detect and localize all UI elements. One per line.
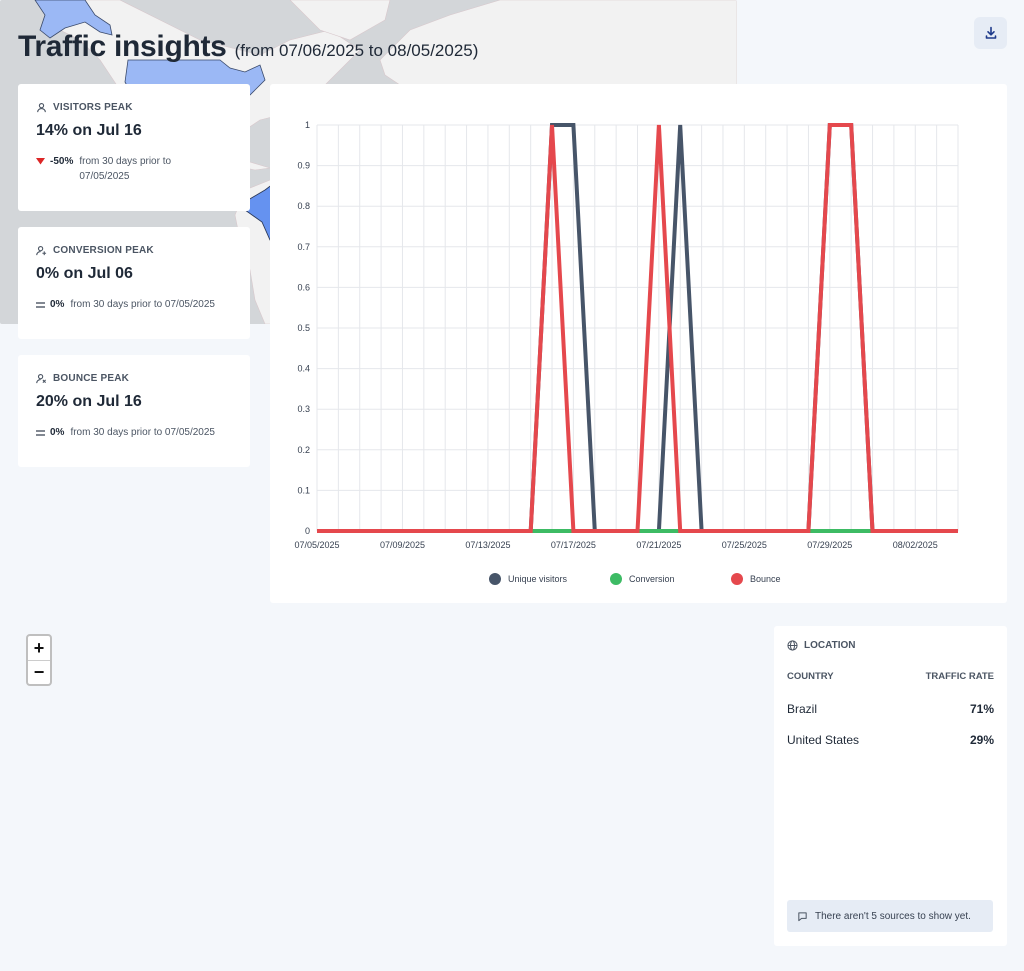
table-row: Brazil 71% <box>787 702 994 716</box>
location-card: LOCATION COUNTRY TRAFFIC RATE Brazil 71%… <box>774 626 1007 946</box>
x-tick-label: 08/02/2025 <box>893 540 938 550</box>
sources-note: There aren't 5 sources to show yet. <box>787 900 993 932</box>
legend-marker <box>731 573 743 585</box>
bounce-peak-card: BOUNCE PEAK 20% on Jul 16 0% from 30 day… <box>18 355 250 467</box>
location-title: LOCATION <box>804 640 856 651</box>
page-title: Traffic insights <box>18 30 227 63</box>
delta-text: from 30 days prior to 07/05/2025 <box>70 299 215 310</box>
stat-value: 0% on Jul 06 <box>36 265 133 282</box>
location-table-header: COUNTRY TRAFFIC RATE <box>787 671 994 682</box>
x-tick-label: 07/25/2025 <box>722 540 767 550</box>
y-tick-label: 0.5 <box>297 323 310 333</box>
country-name: United States <box>787 733 860 747</box>
stat-label: VISITORS PEAK <box>53 102 133 113</box>
y-tick-label: 0 <box>305 526 310 536</box>
stat-label: BOUNCE PEAK <box>53 373 130 384</box>
traffic-line-chart: 0 0.1 0.2 0.3 0.4 0.5 0.6 0.7 0.8 0.9 1 07/05/2025 0… <box>294 120 959 585</box>
y-tick-label: 0.9 <box>297 161 310 171</box>
table-row: United States 29% <box>787 733 994 747</box>
stat-delta: -50% from 30 days prior to 07/05/2025 <box>36 154 232 184</box>
land-greenland <box>289 0 391 41</box>
stat-delta: 0% from 30 days prior to 07/05/2025 <box>36 425 232 440</box>
delta-value: -50% <box>50 156 74 167</box>
y-tick-label: 0.4 <box>297 364 310 374</box>
y-tick-label: 0.7 <box>297 242 310 252</box>
user-plus-icon <box>36 246 47 256</box>
conversion-peak-card: CONVERSION PEAK 0% on Jul 06 0% from 30 … <box>18 227 250 339</box>
y-tick-label: 0.6 <box>297 282 310 292</box>
visitors-peak-card: VISITORS PEAK 14% on Jul 16 -50% from 30… <box>18 84 250 211</box>
legend-marker <box>489 573 501 585</box>
legend-label: Unique visitors <box>508 574 568 584</box>
user-icon <box>37 103 46 113</box>
page-header: Traffic insights (from 07/06/2025 to 08/… <box>18 30 478 64</box>
country-column-header: COUNTRY <box>787 671 834 682</box>
date-range: (from 07/06/2025 to 08/05/2025) <box>234 41 479 60</box>
traffic-rate: 29% <box>969 733 994 747</box>
legend-label: Bounce <box>750 574 781 584</box>
x-tick-label: 07/09/2025 <box>380 540 425 550</box>
country-name: Brazil <box>787 702 818 716</box>
stat-label: CONVERSION PEAK <box>53 245 154 256</box>
equals-icon <box>36 425 50 440</box>
legend-label: Conversion <box>629 574 675 584</box>
y-tick-label: 0.2 <box>297 445 310 455</box>
globe-icon <box>787 640 798 651</box>
delta-value: 0% <box>50 299 65 310</box>
zoom-in-button[interactable]: + <box>33 637 45 658</box>
stat-value: 14% on Jul 16 <box>36 122 142 139</box>
map-zoom-control: + − <box>26 634 52 686</box>
download-icon <box>985 26 996 39</box>
x-tick-label: 07/13/2025 <box>465 540 510 550</box>
legend-marker <box>610 573 622 585</box>
arrow-down-icon <box>36 154 50 169</box>
delta-value: 0% <box>50 427 65 438</box>
y-tick-label: 0.3 <box>297 404 310 414</box>
x-tick-label: 07/21/2025 <box>636 540 681 550</box>
y-tick-label: 1 <box>305 120 310 130</box>
equals-icon <box>36 297 50 312</box>
traffic-rate: 71% <box>969 702 994 716</box>
traffic-rate-column-header: TRAFFIC RATE <box>925 671 994 682</box>
zoom-out-button[interactable]: − <box>28 660 50 684</box>
country-alaska <box>34 0 113 39</box>
x-tick-label: 07/17/2025 <box>551 540 596 550</box>
user-x-icon <box>36 374 47 384</box>
stat-delta: 0% from 30 days prior to 07/05/2025 <box>36 297 232 312</box>
y-tick-label: 0.1 <box>297 485 310 495</box>
series-line-bounce <box>317 123 958 533</box>
x-tick-label: 07/05/2025 <box>294 540 339 550</box>
y-tick-label: 0.8 <box>297 201 310 211</box>
note-text: There aren't 5 sources to show yet. <box>815 910 971 922</box>
comment-icon <box>798 911 807 921</box>
traffic-chart-card: 0 0.1 0.2 0.3 0.4 0.5 0.6 0.7 0.8 0.9 1 07/05/2025 0… <box>270 84 1007 603</box>
stat-value: 20% on Jul 16 <box>36 393 142 410</box>
delta-text: from 30 days prior to 07/05/2025 <box>70 427 215 438</box>
download-button[interactable] <box>974 17 1007 49</box>
x-tick-label: 07/29/2025 <box>807 540 852 550</box>
delta-text: from 30 days prior to 07/05/2025 <box>79 156 172 182</box>
